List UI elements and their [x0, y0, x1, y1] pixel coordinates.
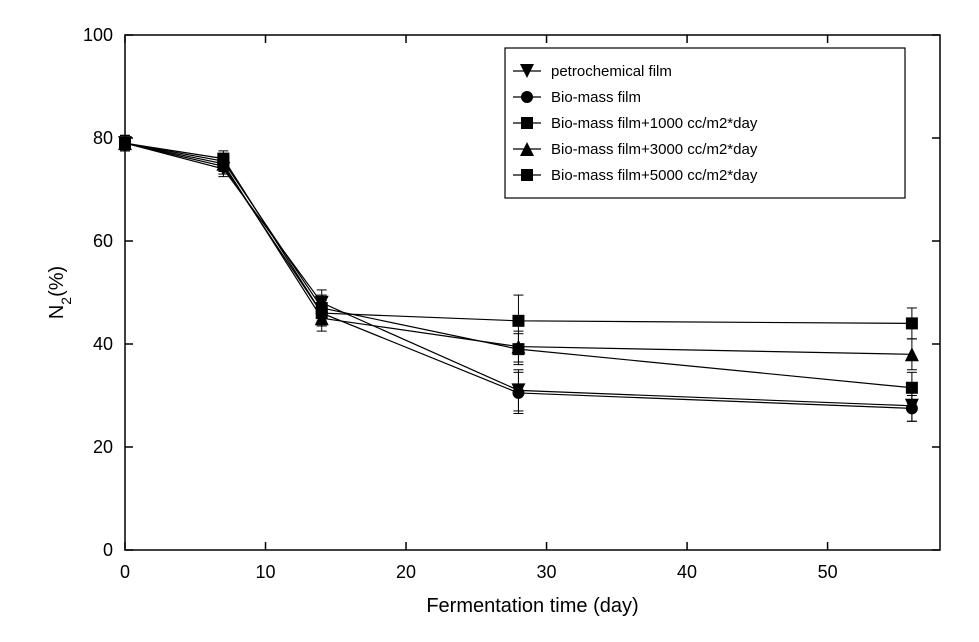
svg-text:Fermentation time (day): Fermentation time (day): [426, 595, 638, 617]
svg-text:Bio-mass film+5000 cc/m2*day: Bio-mass film+5000 cc/m2*day: [551, 167, 758, 184]
chart-container: 0 10 20 30 40 50 0 20 40 60 80 100 Fermentation time…: [0, 0, 979, 642]
svg-text:20: 20: [396, 562, 416, 582]
svg-text:Bio-mass film+1000 cc/m2*day: Bio-mass film+1000 cc/m2*day: [551, 115, 758, 132]
svg-text:20: 20: [93, 437, 113, 457]
svg-text:Bio-mass film: Bio-mass film: [551, 89, 641, 106]
svg-text:Bio-mass film+3000 cc/m2*day: Bio-mass film+3000 cc/m2*day: [551, 141, 758, 158]
svg-text:10: 10: [256, 562, 276, 582]
svg-text:100: 100: [83, 25, 113, 45]
svg-text:50: 50: [818, 562, 838, 582]
svg-text:80: 80: [93, 128, 113, 148]
svg-text:60: 60: [93, 231, 113, 251]
svg-text:0: 0: [120, 562, 130, 582]
svg-text:0: 0: [103, 540, 113, 560]
line-chart: 0 10 20 30 40 50 0 20 40 60 80 100 Fermentation time…: [0, 0, 979, 642]
svg-text:40: 40: [93, 334, 113, 354]
svg-text:petrochemical film: petrochemical film: [551, 63, 672, 80]
svg-text:30: 30: [537, 562, 557, 582]
svg-text:40: 40: [677, 562, 697, 582]
